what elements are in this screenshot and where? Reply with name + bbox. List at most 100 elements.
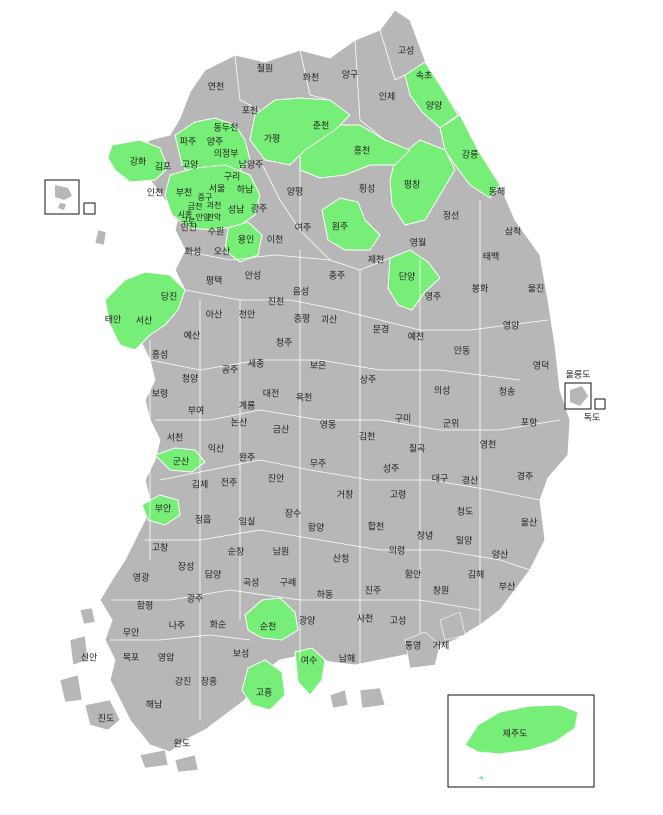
label-inje: 인제 — [378, 92, 396, 103]
label-gyeryong: 계룡 — [238, 401, 256, 412]
label-chilgok: 칠곡 — [408, 444, 426, 455]
label-yanggu: 양구 — [341, 70, 359, 81]
region-ganghwa-gimpo[interactable] — [107, 139, 169, 183]
islands — [59, 229, 466, 773]
label-jangheung: 장흥 — [200, 677, 218, 688]
label-sangju: 상주 — [359, 375, 377, 386]
label-yeosu: 여수 — [300, 656, 318, 667]
region-pyeongchang[interactable] — [389, 139, 456, 226]
region-dangjin-seosan-taean[interactable] — [104, 271, 186, 351]
label-jinan: 진안 — [267, 474, 285, 485]
region-seoul-metro[interactable] — [164, 164, 261, 231]
inset-west-small — [83, 202, 96, 215]
label-miryang: 밀양 — [455, 536, 473, 547]
label-geoje: 거제 — [432, 641, 450, 652]
label-yeonggwang: 영광 — [132, 573, 150, 584]
label-iksan: 익산 — [207, 444, 225, 455]
region-jejudo[interactable] — [464, 704, 579, 755]
label-daegu: 대구 — [431, 474, 449, 485]
label-geumsan: 금산 — [272, 425, 290, 436]
region-yeosu[interactable] — [294, 647, 326, 696]
label-osan: 오산 — [213, 247, 231, 258]
label-incheon: 인천 — [146, 188, 164, 199]
label-andong: 안동 — [453, 346, 471, 357]
label-gurye: 구례 — [279, 578, 297, 589]
label-buyeo: 부여 — [187, 406, 205, 417]
label-yeongam: 영암 — [157, 653, 175, 664]
label-cheongsong: 청송 — [498, 387, 516, 398]
label-uijeongbu: 의정부 — [213, 149, 239, 160]
region-chuncheon-gapyeong[interactable] — [249, 97, 351, 166]
label-sejong: 세종 — [247, 359, 265, 370]
inset-dokdo — [594, 398, 606, 410]
label-namhae: 남해 — [338, 654, 356, 665]
label-jindo: 진도 — [97, 714, 115, 725]
label-namyangju: 남양주 — [238, 160, 264, 171]
label-yesan: 예산 — [183, 331, 201, 342]
label-gimpo: 김포 — [154, 162, 172, 173]
label-jeungpyeong: 증평 — [293, 314, 311, 325]
label-wanju: 완주 — [238, 453, 256, 464]
west-islands — [55, 185, 72, 210]
label-pyeongtaek: 평택 — [205, 276, 223, 287]
label-gwangju-g: 광주 — [250, 204, 268, 215]
region-suncheon[interactable] — [244, 597, 299, 641]
label-boseong: 보성 — [232, 649, 250, 660]
label-muju: 무주 — [309, 459, 327, 470]
region-wonju[interactable] — [321, 197, 381, 251]
label-cheongju: 청주 — [275, 338, 293, 349]
label-boeun: 보은 — [309, 361, 327, 372]
label-seongnam: 성남 — [227, 205, 245, 216]
label-wonju: 원주 — [331, 222, 349, 233]
label-yeongcheon: 영천 — [479, 440, 497, 451]
label-jincheon: 진천 — [267, 297, 285, 308]
label-jecheon: 제천 — [367, 255, 385, 266]
label-goesan: 괴산 — [320, 315, 338, 326]
region-buan[interactable] — [141, 494, 181, 526]
region-goheung[interactable] — [241, 659, 286, 711]
label-haenam: 해남 — [145, 700, 163, 711]
label-jejudo: 제주도 — [502, 729, 528, 740]
region-hongcheon[interactable] — [299, 124, 411, 179]
label-yeongyang: 영양 — [502, 321, 520, 332]
label-pyeongchang: 평창 — [403, 180, 421, 191]
label-gyeongju: 경주 — [516, 472, 534, 483]
label-guri: 구리 — [223, 172, 241, 183]
label-yangyang: 양양 — [425, 101, 443, 112]
label-yeongdeok: 영덕 — [532, 361, 550, 372]
label-hadong: 하동 — [316, 590, 334, 601]
inset-ulleungdo — [564, 382, 592, 410]
label-anyang: 안양 — [195, 213, 211, 222]
label-goheung: 고흥 — [255, 688, 273, 699]
region-sokcho-yangyang[interactable] — [404, 61, 459, 129]
label-seoul: 서울 — [208, 184, 226, 195]
inset-west-islands — [44, 179, 80, 215]
label-tongyeong: 통영 — [404, 641, 422, 652]
label-danyang: 단양 — [398, 272, 416, 283]
label-cheorwon: 철원 — [256, 64, 274, 75]
label-eumseong: 음성 — [292, 287, 310, 298]
label-dangjin: 당진 — [160, 292, 178, 303]
label-seoul-d1: 중구 — [197, 193, 213, 202]
label-damyang: 담양 — [204, 570, 222, 581]
label-gangjin: 강진 — [174, 677, 192, 688]
label-changwon: 창원 — [432, 586, 450, 597]
region-danyang[interactable] — [387, 249, 441, 311]
label-yeongwol: 영월 — [409, 238, 427, 249]
label-muan: 무안 — [122, 628, 140, 639]
label-hongcheon: 홍천 — [353, 146, 371, 157]
region-gangneung-donghae[interactable] — [439, 114, 501, 199]
label-ulleungdo: 울릉도 — [565, 370, 591, 381]
region-gunsan[interactable] — [154, 447, 206, 473]
label-wando: 완도 — [173, 739, 191, 750]
label-sokcho: 속초 — [415, 71, 433, 82]
label-gwangyang: 광양 — [298, 616, 316, 627]
highlighted-regions — [104, 61, 501, 711]
label-yeongdong: 영동 — [319, 420, 337, 431]
label-samcheok: 삼척 — [504, 227, 522, 238]
region-yongin[interactable] — [224, 221, 263, 263]
label-hwasun: 화순 — [209, 620, 227, 631]
inset-jeju — [447, 694, 595, 788]
label-jangseong: 장성 — [177, 562, 195, 573]
